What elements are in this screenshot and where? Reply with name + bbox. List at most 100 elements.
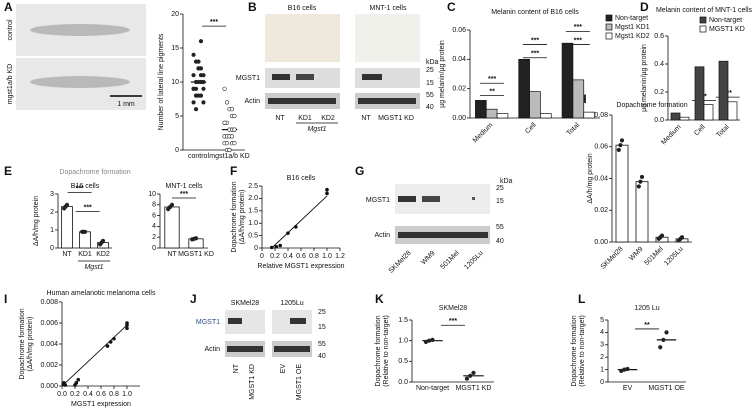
x-tick-label: WM9 bbox=[628, 246, 645, 263]
x-tick-label: control bbox=[188, 153, 209, 160]
bar bbox=[561, 42, 574, 119]
y-tick-label: 2 bbox=[50, 209, 54, 216]
y-tick-label: 1 bbox=[50, 227, 54, 234]
y-tick-label: 10 bbox=[148, 191, 156, 198]
larva bbox=[30, 24, 130, 36]
y-tick-label: 4 bbox=[152, 223, 156, 230]
fit-line bbox=[61, 324, 128, 387]
y-tick-label: 20 bbox=[171, 11, 179, 18]
panel-label: C bbox=[447, 0, 456, 14]
y-tick-label: 6 bbox=[152, 212, 156, 219]
y-tick-label: 0.4 bbox=[654, 61, 664, 68]
y-tick-label: 0.008 bbox=[40, 299, 58, 306]
bar bbox=[679, 116, 690, 121]
marker: 15 bbox=[318, 324, 326, 331]
point bbox=[664, 330, 669, 335]
y-tick-label: 0.6 bbox=[654, 33, 664, 40]
marker: 25 bbox=[318, 309, 326, 316]
y-tick-label: 5 bbox=[175, 113, 179, 120]
point bbox=[191, 100, 196, 105]
y-tick-label: 0.04 bbox=[594, 175, 608, 182]
y-tick-label: 2.5 bbox=[248, 183, 258, 190]
point bbox=[639, 174, 645, 180]
point bbox=[232, 141, 237, 146]
lane: SKMel28 bbox=[388, 250, 413, 275]
band bbox=[227, 346, 263, 352]
scale-label: 1 mm bbox=[117, 101, 135, 108]
bar bbox=[164, 206, 180, 249]
y-axis-label: Dopachrome formation bbox=[571, 315, 578, 386]
x-tick-label: 501Mel bbox=[644, 245, 665, 266]
point bbox=[112, 336, 116, 341]
marker: 25 bbox=[426, 67, 434, 74]
y-tick-label: 4 bbox=[600, 329, 604, 336]
point bbox=[201, 86, 206, 91]
point bbox=[229, 107, 235, 112]
lane: EV bbox=[280, 364, 287, 374]
y-tick-label: 0.004 bbox=[40, 341, 58, 348]
point bbox=[471, 370, 476, 376]
x-tick-label: 0.6 bbox=[96, 391, 106, 398]
point bbox=[224, 141, 230, 146]
y-tick-label: 0.5 bbox=[248, 232, 258, 239]
point bbox=[82, 229, 88, 234]
panel-label: L bbox=[578, 292, 585, 306]
chart-title: Dopachrome formation bbox=[616, 102, 687, 109]
axis bbox=[261, 186, 340, 249]
panel-label: K bbox=[375, 292, 384, 306]
x-tick-label: Cell bbox=[524, 121, 538, 135]
axis bbox=[411, 320, 494, 383]
y-tick-label: 1.0 bbox=[398, 338, 408, 345]
y-axis-label: (ΔA/h/mg protein) bbox=[239, 190, 246, 245]
group-label: Mgst1 bbox=[84, 264, 103, 271]
band bbox=[362, 74, 382, 80]
point bbox=[198, 39, 204, 44]
x-tick-label: 0.2 bbox=[70, 391, 80, 398]
point bbox=[325, 187, 329, 192]
larva bbox=[30, 76, 130, 88]
y-axis-label: Dopachrome formation bbox=[375, 315, 382, 386]
lane: NT bbox=[233, 363, 240, 373]
band bbox=[358, 98, 416, 104]
legend-label: Mgst1 KD1 bbox=[615, 24, 650, 31]
y-tick-label: 0.0 bbox=[654, 117, 664, 124]
point bbox=[619, 138, 625, 143]
bar bbox=[496, 113, 509, 119]
x-tick-label: Non-target bbox=[416, 385, 449, 392]
marker: 55 bbox=[318, 341, 326, 348]
x-tick-label: 1205Lu bbox=[663, 246, 685, 268]
x-tick-label: Cell bbox=[693, 123, 707, 137]
point bbox=[196, 66, 201, 71]
lane: MGST1 KD bbox=[378, 115, 414, 122]
legend-label: MGST1 KD bbox=[709, 26, 745, 33]
point bbox=[198, 73, 204, 78]
panel-label: E bbox=[4, 164, 12, 178]
point bbox=[625, 366, 630, 372]
point bbox=[659, 233, 665, 238]
x-tick-label: EV bbox=[623, 385, 633, 392]
point bbox=[464, 376, 470, 381]
y-tick-label: 0.002 bbox=[40, 362, 58, 369]
point bbox=[74, 381, 79, 385]
point bbox=[64, 202, 70, 207]
y-tick-label: 0.00 bbox=[452, 115, 466, 122]
unit: kDa bbox=[500, 178, 513, 185]
point bbox=[232, 113, 237, 119]
legend-swatch bbox=[605, 23, 613, 31]
point bbox=[658, 345, 663, 350]
marker: 40 bbox=[426, 104, 434, 111]
x-tick-label: 0 bbox=[260, 253, 264, 260]
x-tick-label: mgst1a/b KD bbox=[209, 153, 249, 160]
row-label: MGST1 bbox=[196, 319, 220, 326]
legend-swatch bbox=[699, 25, 707, 33]
lane: 501Mel bbox=[440, 249, 461, 270]
x-tick-label: 0.0 bbox=[57, 391, 67, 398]
point bbox=[325, 191, 329, 196]
panel-label: J bbox=[190, 292, 197, 306]
point bbox=[193, 236, 199, 241]
blot bbox=[355, 68, 420, 88]
legend-swatch bbox=[699, 16, 707, 24]
significance: *** bbox=[84, 204, 92, 211]
x-tick-label: KD2 bbox=[96, 251, 110, 258]
lane: KD1 bbox=[298, 115, 312, 122]
